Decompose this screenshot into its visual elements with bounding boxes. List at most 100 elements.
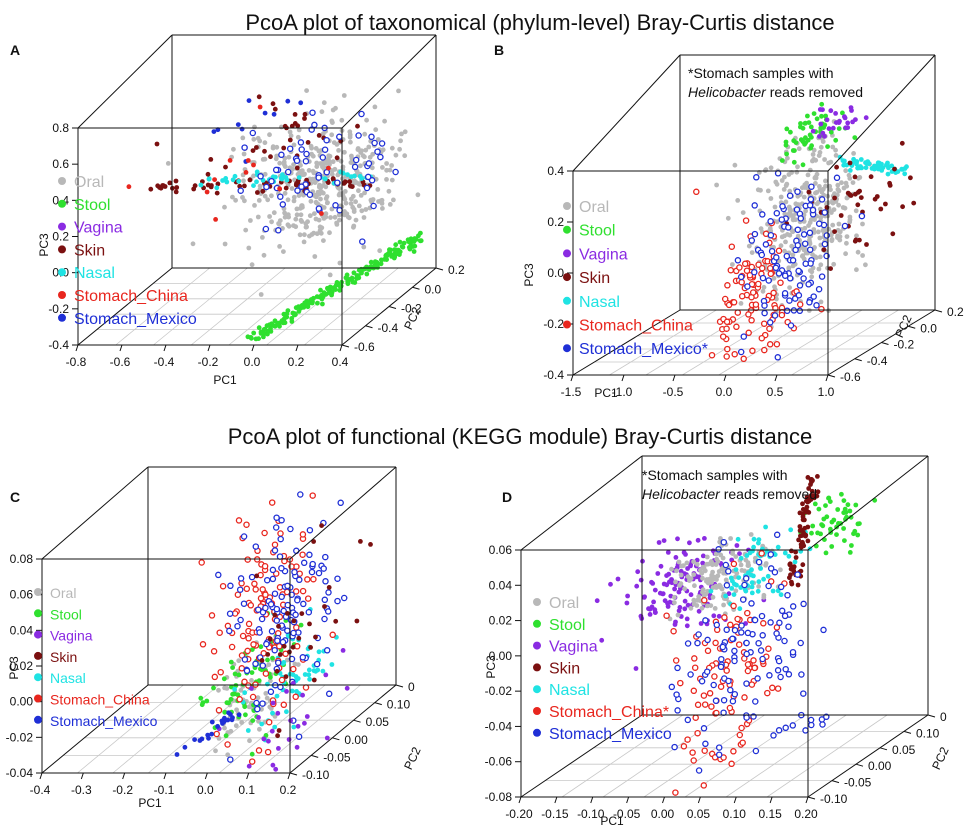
data-point — [222, 685, 228, 691]
data-point — [242, 183, 247, 189]
data-point — [292, 611, 299, 619]
data-point — [773, 209, 781, 217]
data-point — [684, 560, 690, 566]
data-point — [704, 636, 711, 644]
y-tick — [435, 267, 444, 271]
data-point — [766, 325, 773, 332]
data-point — [742, 217, 750, 224]
data-point — [273, 514, 280, 521]
data-point — [781, 637, 788, 645]
data-point — [254, 179, 259, 185]
data-point — [248, 335, 254, 340]
data-point — [676, 559, 682, 565]
data-point — [306, 191, 314, 198]
data-point — [263, 183, 270, 191]
data-point — [839, 180, 844, 186]
data-point — [255, 695, 261, 701]
data-point — [353, 199, 358, 205]
data-point — [749, 584, 755, 590]
data-point — [744, 609, 751, 617]
data-point — [797, 215, 805, 222]
data-point — [830, 222, 836, 228]
data-point — [264, 748, 272, 756]
data-point — [675, 536, 680, 542]
annotation-text: reads removed — [720, 486, 817, 502]
data-point — [375, 187, 381, 192]
data-point — [300, 559, 308, 567]
legend-marker — [533, 663, 541, 672]
data-point — [262, 148, 267, 154]
z-axis-label: PC3 — [484, 655, 498, 679]
data-point — [678, 581, 684, 587]
floor-grid-line — [153, 267, 248, 346]
data-point — [802, 121, 808, 126]
data-point — [300, 204, 305, 210]
data-point — [377, 248, 383, 254]
data-point — [782, 665, 789, 673]
data-point — [826, 495, 832, 501]
data-point — [840, 205, 846, 210]
data-point — [286, 154, 292, 160]
x-tick — [570, 374, 574, 382]
data-point — [656, 540, 662, 545]
data-point — [800, 600, 807, 608]
data-point — [320, 190, 326, 196]
data-point — [305, 140, 311, 145]
data-point — [730, 602, 737, 610]
data-point — [815, 474, 820, 479]
data-point — [821, 209, 828, 216]
legend-label: Stomach_China — [74, 288, 188, 305]
data-point — [779, 203, 786, 210]
data-point — [271, 541, 279, 548]
data-point — [329, 662, 335, 667]
data-point — [418, 238, 424, 244]
legend-label: Skin — [50, 649, 77, 665]
data-point — [796, 282, 804, 289]
data-point — [751, 230, 759, 238]
data-point — [277, 193, 284, 200]
floor-grid-line — [725, 714, 847, 798]
data-point — [264, 695, 270, 701]
data-point — [313, 634, 318, 640]
data-point — [200, 700, 206, 705]
data-point — [740, 355, 747, 363]
data-point — [289, 688, 295, 694]
z-tick-label: 0.04 — [489, 578, 513, 592]
data-point — [855, 165, 861, 171]
y-tick-label: -0.10 — [820, 792, 848, 806]
data-point — [292, 112, 298, 117]
data-point — [813, 181, 818, 186]
data-point — [396, 88, 401, 94]
data-point — [275, 710, 281, 716]
data-point — [265, 652, 271, 657]
data-point — [672, 586, 677, 592]
data-point — [824, 117, 830, 123]
data-point — [725, 568, 732, 575]
data-point — [727, 266, 735, 274]
data-point — [751, 664, 758, 672]
data-point — [290, 629, 297, 637]
data-point — [323, 136, 330, 144]
data-point — [803, 247, 809, 253]
data-point — [638, 613, 644, 619]
data-point — [296, 635, 302, 641]
data-point — [279, 638, 287, 646]
data-point — [213, 217, 219, 222]
data-point — [221, 719, 227, 725]
data-point — [321, 290, 327, 296]
legend-marker — [563, 273, 571, 282]
data-point — [262, 193, 268, 199]
y-tick-label: 0.0 — [425, 282, 442, 296]
data-point — [198, 695, 204, 701]
data-point — [198, 559, 205, 566]
data-point — [819, 101, 825, 107]
x-tick — [39, 772, 43, 780]
data-point — [359, 270, 364, 276]
data-point — [397, 146, 402, 152]
legend-label: Stomach_Mexico — [74, 311, 197, 328]
floor-grid-line — [228, 267, 324, 346]
data-point — [723, 318, 731, 326]
data-point — [759, 274, 767, 282]
data-point — [308, 143, 314, 149]
data-point — [784, 151, 789, 157]
